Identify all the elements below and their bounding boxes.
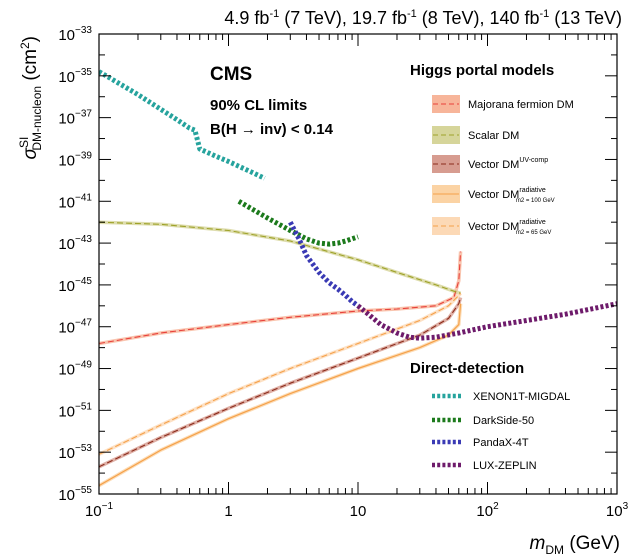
series-line-xenon1t-migdal: [99, 69, 266, 181]
legend-label-xenon1t-migdal: XENON1T-MIGDAL: [473, 391, 570, 403]
y-tick-label: 10−51: [58, 401, 92, 420]
band-scalar-dm: [99, 220, 462, 295]
y-tick-label: 10−53: [58, 443, 92, 462]
legend-label-lux-zeplin: LUX-ZEPLIN: [473, 460, 537, 472]
series-line-lux-zeplin: [356, 301, 617, 341]
x-tick-label: 102: [476, 501, 499, 520]
legend-label-scalar-dm: Scalar DM: [468, 130, 519, 142]
y-tick-label: 10−43: [58, 234, 92, 253]
x-tick-label: 103: [606, 501, 629, 520]
legend-label-vector-dm-m2-100-gev: Vector DMradiative m2 = 100 GeV: [468, 187, 555, 204]
series-line-vector-dm-m2-100-gev: [99, 303, 462, 487]
y-tick-label: 10−39: [58, 150, 92, 169]
y-tick-label: 10−41: [58, 192, 92, 211]
series-line-darkside-50: [237, 199, 359, 247]
experiment-label: CMS: [210, 64, 252, 85]
legend-label-pandax-4t: PandaX-4T: [473, 437, 529, 449]
y-axis-label: σSIDM-nucleon (cm2): [17, 36, 44, 159]
x-tick-label: 10−1: [85, 501, 114, 520]
annotation-cl: 90% CL limits: [210, 97, 307, 114]
legend-higgs-title: Higgs portal models: [410, 62, 554, 79]
y-tick-label: 10−35: [58, 67, 92, 86]
legend-label-vector-dm-m2-65-gev: Vector DMradiative m2 = 65 GeV: [468, 219, 551, 236]
band-majorana-fermion-dm: [99, 251, 463, 346]
annotation-br: B(H → inv) < 0.14: [210, 121, 334, 138]
legend-dd-title: Direct-detection: [410, 360, 524, 377]
series-line-pandax-4t: [288, 221, 360, 308]
x-tick-label: 10: [350, 503, 367, 520]
series-line-scalar-dm: [99, 221, 461, 294]
series-line-majorana-fermion-dm: [99, 251, 462, 345]
legend-label-vector-dm-uv-comp: Vector DMUV-comp: [468, 157, 548, 171]
chart-title: 4.9 fb-1 (7 TeV), 19.7 fb-1 (8 TeV), 140…: [224, 8, 622, 28]
legend-label-majorana-fermion-dm: Majorana fermion DM: [468, 99, 574, 111]
x-axis-label: mDM (GeV): [530, 533, 620, 557]
band-vector-dmm2-100-gev: [99, 303, 463, 488]
y-tick-label: 10−33: [58, 25, 92, 44]
series-line-vector-dm-uv-comp: [99, 297, 462, 468]
y-tick-label: 10−47: [58, 318, 92, 337]
y-tick-label: 10−49: [58, 360, 92, 379]
y-tick-label: 10−37: [58, 109, 92, 128]
y-tick-label: 10−55: [58, 485, 92, 504]
x-tick-label: 1: [224, 503, 232, 520]
legend-label-darkside-50: DarkSide-50: [473, 415, 534, 427]
series-line-vector-dm-m2-65-gev: [99, 292, 462, 455]
y-tick-label: 10−45: [58, 276, 92, 295]
